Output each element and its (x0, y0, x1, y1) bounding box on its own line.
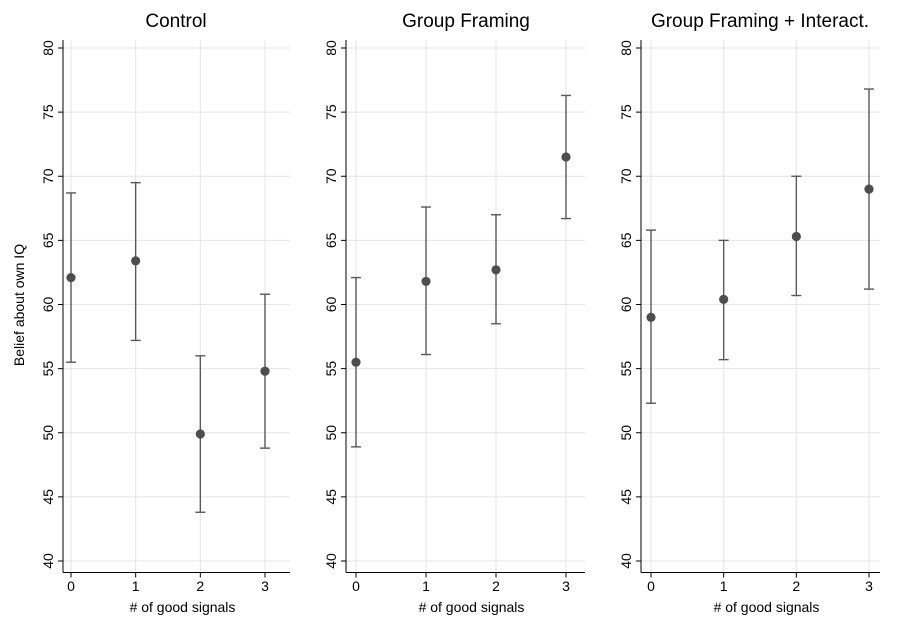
x-tick-label: 1 (720, 578, 728, 594)
y-tick-label: 60 (323, 297, 339, 313)
y-tick-label: 75 (618, 104, 634, 120)
data-point (491, 265, 501, 275)
x-axis-title: # of good signals (130, 599, 236, 615)
chart-panel-2: 40 45 50 55 60 65 70 75 80 0 1 2 3 # of good signals G… (618, 11, 880, 615)
data-point (791, 231, 801, 242)
x-tick-label: 1 (132, 578, 140, 594)
y-tick-label: 75 (323, 104, 339, 120)
y-tick-label: 80 (323, 40, 339, 56)
x-axis-title: # of good signals (714, 599, 820, 615)
data-point (646, 312, 656, 322)
data-point (351, 357, 361, 367)
panel-title: Group Framing + Interact. (651, 11, 869, 32)
panel-title: Control (145, 11, 206, 32)
y-tick-label: 55 (618, 361, 634, 377)
chart-panel-1: 40 45 50 55 60 65 70 75 80 0 1 2 3 # of good signals G… (323, 11, 585, 615)
x-tick-label: 2 (792, 578, 800, 594)
x-tick-label: 0 (352, 578, 360, 594)
y-tick-label: 45 (323, 489, 339, 505)
y-tick-label: 40 (618, 553, 634, 569)
y-tick-label: 70 (618, 168, 634, 184)
y-tick-label: 60 (618, 297, 634, 313)
chart-panel-0: 40 45 50 55 60 65 70 75 80 0 1 2 3 # of good signals B… (11, 11, 290, 615)
data-point (195, 429, 205, 439)
x-tick-label: 0 (67, 578, 75, 594)
data-point (719, 294, 729, 304)
y-tick-label: 55 (40, 361, 56, 377)
data-point (864, 184, 874, 194)
x-axis-title: # of good signals (419, 599, 525, 615)
data-point (561, 152, 571, 162)
x-tick-label: 2 (196, 578, 204, 594)
y-tick-label: 50 (323, 425, 339, 441)
y-tick-label: 80 (40, 40, 56, 56)
y-tick-label: 65 (40, 232, 56, 248)
y-tick-label: 70 (40, 168, 56, 184)
y-tick-label: 50 (618, 425, 634, 441)
x-tick-label: 3 (865, 578, 873, 594)
x-tick-label: 0 (647, 578, 655, 594)
data-point (131, 256, 141, 266)
y-tick-label: 40 (40, 553, 56, 569)
y-tick-label: 75 (40, 104, 56, 120)
y-tick-label: 45 (618, 489, 634, 505)
y-tick-label: 55 (323, 361, 339, 377)
y-tick-label: 65 (618, 232, 634, 248)
y-axis-title: Belief about own IQ (11, 244, 27, 366)
y-tick-label: 60 (40, 297, 56, 313)
y-tick-label: 45 (40, 489, 56, 505)
x-tick-label: 1 (422, 578, 430, 594)
y-tick-label: 65 (323, 232, 339, 248)
y-tick-label: 40 (323, 553, 339, 569)
x-tick-label: 3 (261, 578, 269, 594)
y-tick-label: 80 (618, 40, 634, 56)
x-tick-label: 3 (562, 578, 570, 594)
data-point (260, 366, 270, 376)
y-tick-label: 70 (323, 168, 339, 184)
panel-title: Group Framing (402, 11, 530, 32)
x-tick-label: 2 (492, 578, 500, 594)
data-point (66, 272, 76, 283)
y-tick-label: 50 (40, 425, 56, 441)
data-point (421, 276, 431, 287)
